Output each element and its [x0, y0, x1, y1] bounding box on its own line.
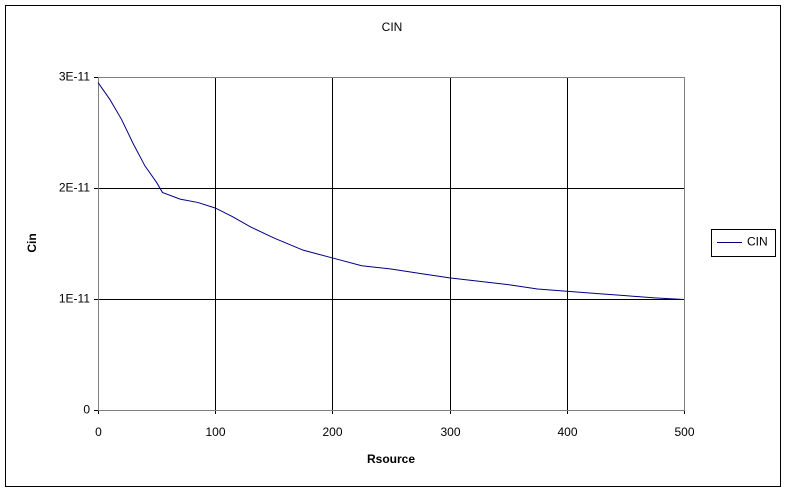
x-tick-label: 300 [440, 425, 460, 439]
x-axis-title: Rsource [367, 452, 415, 466]
chart-title: CIN [382, 20, 403, 34]
y-axis-title: Cin [25, 233, 39, 252]
legend-label: CIN [747, 235, 768, 249]
x-tick-label: 0 [95, 425, 102, 439]
y-tick-label: 1E-11 [59, 292, 90, 306]
x-tick-label: 100 [205, 425, 225, 439]
y-tick-label: 2E-11 [59, 181, 90, 195]
y-tick-label: 0 [83, 403, 90, 417]
x-tick-label: 200 [322, 425, 342, 439]
y-tick-label: 3E-11 [59, 70, 90, 84]
data-line [97, 82, 685, 301]
x-tick-label: 400 [557, 425, 577, 439]
x-tick-label: 500 [674, 425, 694, 439]
chart-border [5, 5, 781, 487]
plot-border [98, 77, 685, 411]
